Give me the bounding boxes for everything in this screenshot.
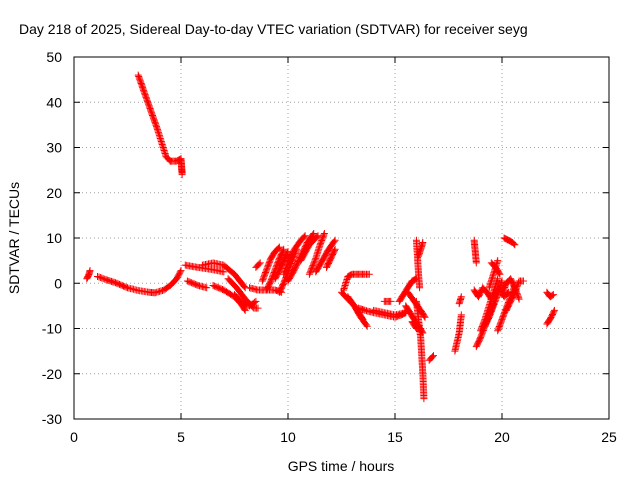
data-marker xyxy=(94,267,185,297)
data-marker xyxy=(305,230,328,278)
y-axis-label: SDTVAR / TECUs xyxy=(6,182,22,294)
data-marker xyxy=(198,259,249,292)
series-s46 xyxy=(487,259,504,278)
data-marker xyxy=(451,311,465,355)
y-tick-label: -20 xyxy=(42,366,62,382)
data-marker xyxy=(487,259,504,278)
y-tick-label: 10 xyxy=(46,230,62,246)
data-marker xyxy=(83,267,94,283)
data-marker xyxy=(455,293,465,308)
series-s7 xyxy=(183,277,211,292)
series-s15 xyxy=(263,245,288,294)
y-tick-label: 40 xyxy=(46,94,62,110)
data-marker xyxy=(312,236,339,276)
data-points xyxy=(83,71,558,403)
data-marker xyxy=(415,239,427,260)
series-s26 xyxy=(344,293,371,330)
data-marker xyxy=(323,245,339,271)
series-s37 xyxy=(425,352,437,364)
y-tick-label: 30 xyxy=(46,140,62,156)
x-tick-label: 25 xyxy=(601,429,617,445)
series-s51 xyxy=(543,288,557,301)
series-s34 xyxy=(412,297,428,403)
series-s16 xyxy=(271,248,292,283)
y-tick-label: -10 xyxy=(42,321,62,337)
data-marker xyxy=(134,71,174,165)
series-s36 xyxy=(415,239,427,260)
data-marker xyxy=(177,155,186,179)
data-marker xyxy=(425,352,437,364)
data-marker xyxy=(543,306,558,328)
series-s50 xyxy=(500,234,519,249)
x-tick-label: 15 xyxy=(387,429,403,445)
data-marker xyxy=(252,259,264,271)
data-marker xyxy=(297,232,322,265)
series-s23 xyxy=(323,245,339,271)
series-s1 xyxy=(83,267,94,283)
data-marker xyxy=(183,277,211,292)
data-marker xyxy=(280,232,309,278)
data-marker xyxy=(344,293,371,330)
data-marker xyxy=(470,236,480,267)
data-marker xyxy=(340,270,373,294)
series-s28 xyxy=(370,306,410,319)
y-tick-label: 20 xyxy=(46,185,62,201)
series-s18 xyxy=(280,232,309,278)
series-s3 xyxy=(134,71,174,165)
series-s8 xyxy=(198,259,249,292)
series-s24 xyxy=(340,270,373,294)
series-s39 xyxy=(455,293,465,308)
series-s20 xyxy=(297,232,322,265)
series-s2 xyxy=(94,267,185,297)
data-marker xyxy=(543,288,557,301)
data-marker xyxy=(258,243,283,285)
data-marker xyxy=(380,297,395,305)
series-s29 xyxy=(380,297,395,305)
series-s22 xyxy=(312,236,339,276)
series-s5 xyxy=(177,155,186,179)
x-axis-label: GPS time / hours xyxy=(288,458,395,474)
series-s49 xyxy=(502,277,527,314)
data-marker xyxy=(263,245,288,294)
x-tick-label: 0 xyxy=(70,429,78,445)
series-s6 xyxy=(181,261,228,276)
x-tick-label: 5 xyxy=(177,429,185,445)
data-marker xyxy=(502,277,527,314)
x-tick-label: 20 xyxy=(494,429,510,445)
series-s14 xyxy=(258,243,283,285)
y-tick-label: 50 xyxy=(46,49,62,65)
series-s21 xyxy=(305,230,328,278)
chart-title: Day 218 of 2025, Sidereal Day-to-day VTE… xyxy=(19,21,528,37)
data-marker xyxy=(395,275,420,305)
series-s38 xyxy=(451,311,465,355)
x-tick-label: 10 xyxy=(280,429,296,445)
y-tick-label: -30 xyxy=(42,411,62,427)
data-marker xyxy=(181,261,228,276)
data-marker xyxy=(370,306,410,319)
data-marker xyxy=(271,248,292,283)
data-marker xyxy=(500,234,519,249)
y-tick-label: 0 xyxy=(54,275,62,291)
series-s40 xyxy=(470,236,480,267)
series-s11 xyxy=(231,291,260,310)
axis-ticks: 0 5 10 15 20 25 -30 -20 -10 0 10 20 30 40 50 xyxy=(42,49,617,445)
series-s52 xyxy=(543,306,558,328)
series-s44 xyxy=(481,277,506,330)
data-marker xyxy=(481,277,506,330)
series-s30 xyxy=(395,275,420,305)
data-marker xyxy=(412,297,428,403)
series-s13 xyxy=(252,259,264,271)
data-marker xyxy=(231,291,260,310)
